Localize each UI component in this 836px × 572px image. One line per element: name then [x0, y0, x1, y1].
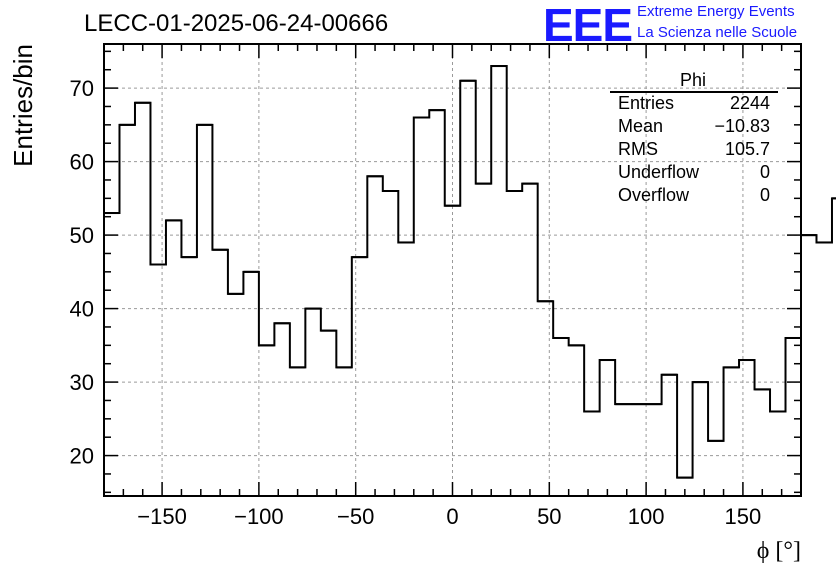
- y-tick-label: 50: [70, 223, 94, 248]
- stats-row-value: 105.7: [724, 139, 770, 159]
- y-axis-label: Entries/bin: [8, 44, 38, 167]
- y-tick-label: 40: [70, 297, 94, 322]
- stats-row-label: Entries: [618, 93, 675, 113]
- stats-row-value: 2244: [729, 93, 770, 113]
- logo-line-2: La Scienza nelle Scuole: [637, 24, 798, 41]
- x-tick-label: 150: [725, 504, 762, 529]
- x-tick-label: −100: [234, 504, 284, 529]
- stats-name: Phi: [680, 70, 707, 90]
- stats-row-label: Overflow: [618, 185, 690, 205]
- stats-row-value: −10.83: [714, 116, 770, 136]
- y-tick-label: 20: [70, 444, 94, 469]
- chart-title: LECC-01-2025-06-24-00666: [84, 10, 389, 37]
- x-tick-label: −150: [137, 504, 187, 529]
- eee-logo: EEE: [543, 0, 633, 51]
- stats-row-value: 0: [759, 162, 770, 182]
- x-tick-label: −50: [337, 504, 374, 529]
- stats-row-value: 0: [759, 185, 770, 205]
- stats-row-label: RMS: [618, 139, 658, 159]
- stats-row-label: Underflow: [618, 162, 700, 182]
- x-tick-label: 0: [446, 504, 458, 529]
- y-tick-label: 70: [70, 76, 94, 101]
- x-tick-label: 50: [537, 504, 561, 529]
- stats-row-label: Mean: [618, 116, 664, 136]
- y-tick-label: 60: [70, 150, 94, 175]
- y-tick-label: 30: [70, 370, 94, 395]
- x-tick-label: 100: [628, 504, 665, 529]
- logo-line-1: Extreme Energy Events: [637, 3, 795, 20]
- x-axis-label: ϕ [°]: [757, 538, 801, 564]
